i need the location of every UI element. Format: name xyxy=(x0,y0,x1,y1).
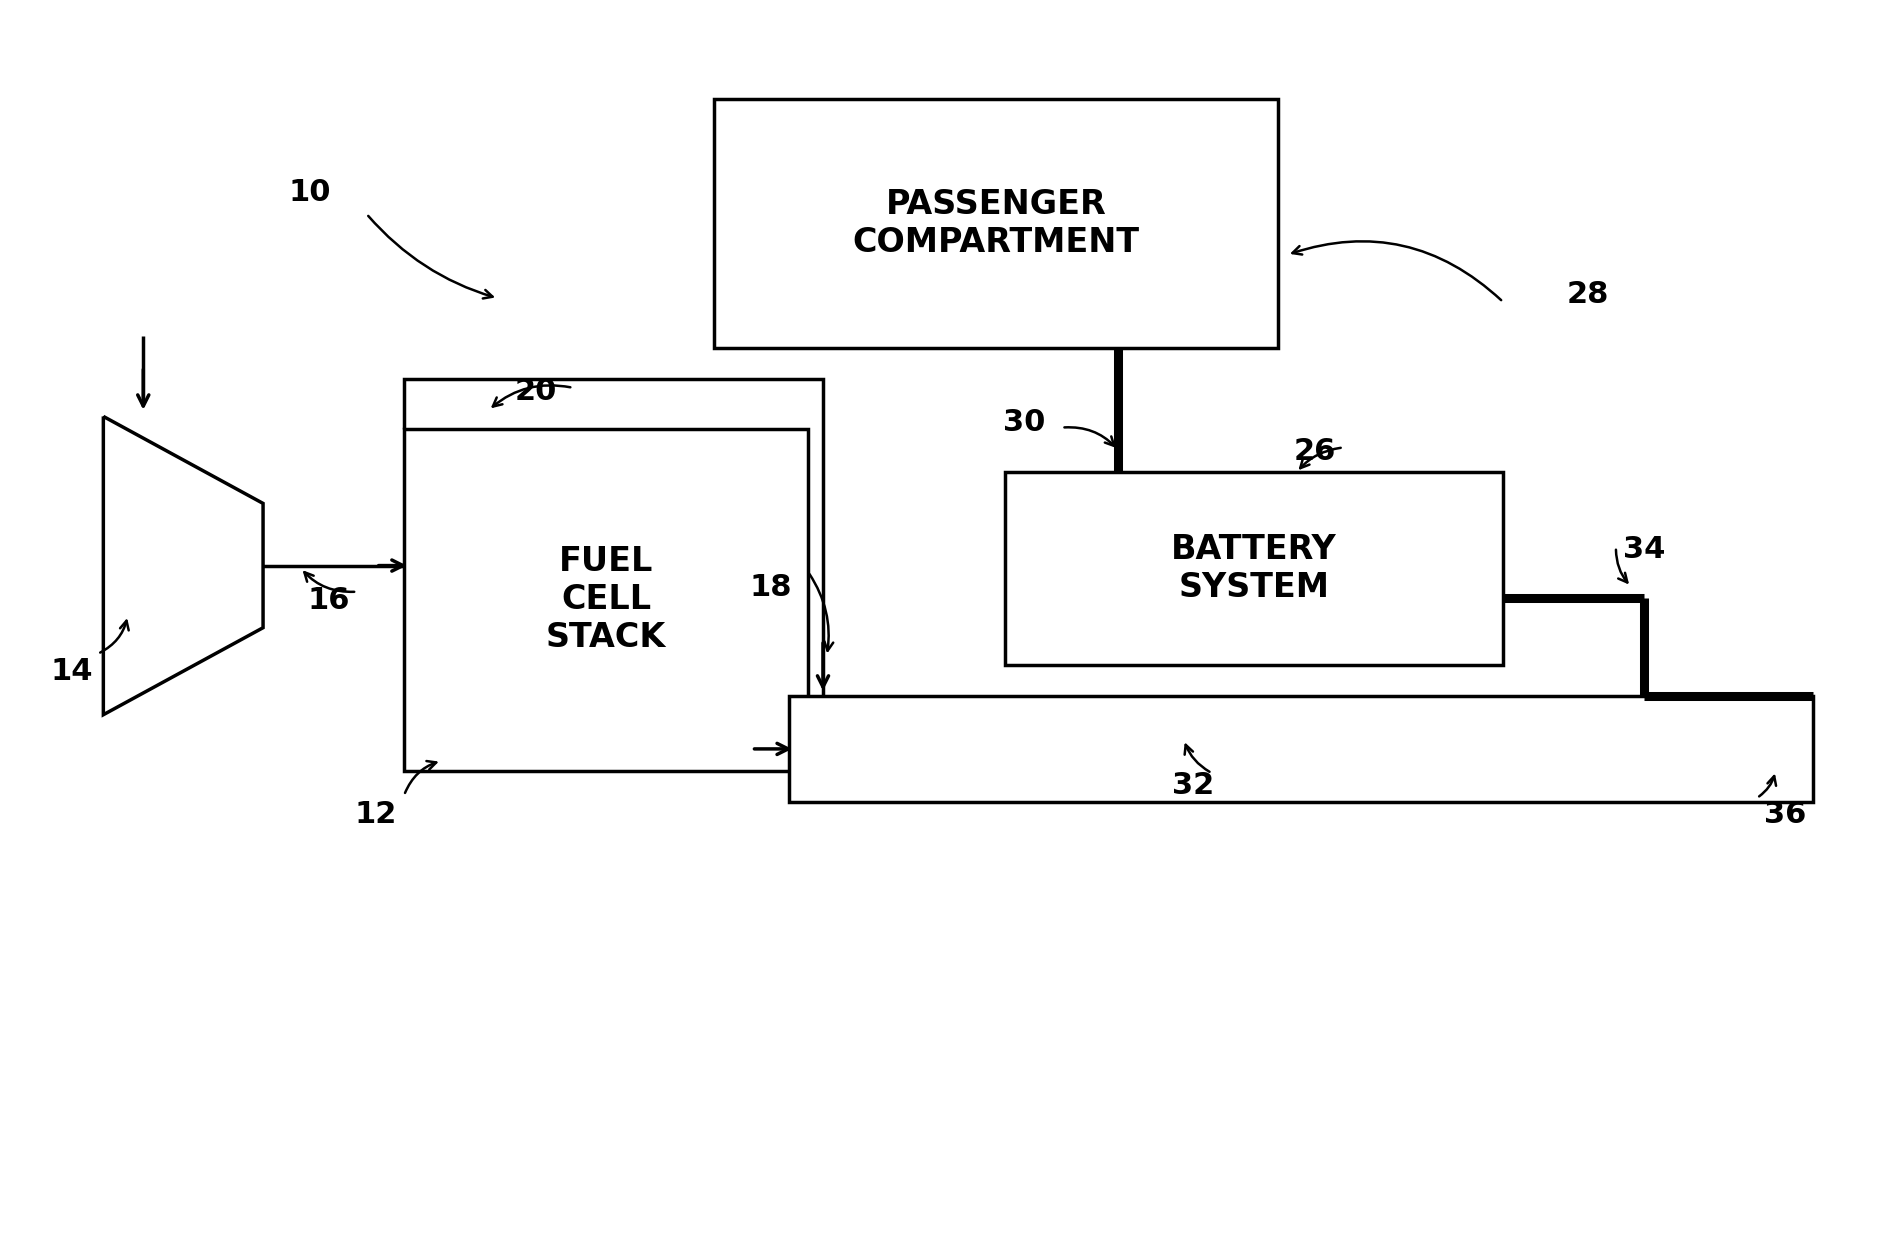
Text: 16: 16 xyxy=(308,585,349,615)
Text: 26: 26 xyxy=(1295,436,1336,466)
Text: 10: 10 xyxy=(289,178,331,208)
Text: 34: 34 xyxy=(1623,534,1665,564)
Text: 36: 36 xyxy=(1764,799,1806,829)
Bar xyxy=(1005,472,1503,665)
Text: 18: 18 xyxy=(750,573,791,603)
Text: 32: 32 xyxy=(1172,771,1214,800)
Text: 14: 14 xyxy=(51,656,92,686)
Text: PASSENGER
COMPARTMENT: PASSENGER COMPARTMENT xyxy=(853,188,1139,260)
Bar xyxy=(789,696,1813,802)
Text: 12: 12 xyxy=(355,799,396,829)
Text: FUEL
CELL
STACK: FUEL CELL STACK xyxy=(547,544,665,655)
Text: 30: 30 xyxy=(1003,408,1045,438)
Bar xyxy=(404,429,808,771)
Text: BATTERY
SYSTEM: BATTERY SYSTEM xyxy=(1171,533,1338,604)
Text: 20: 20 xyxy=(515,377,556,406)
Bar xyxy=(714,99,1278,348)
Text: 28: 28 xyxy=(1567,280,1608,310)
